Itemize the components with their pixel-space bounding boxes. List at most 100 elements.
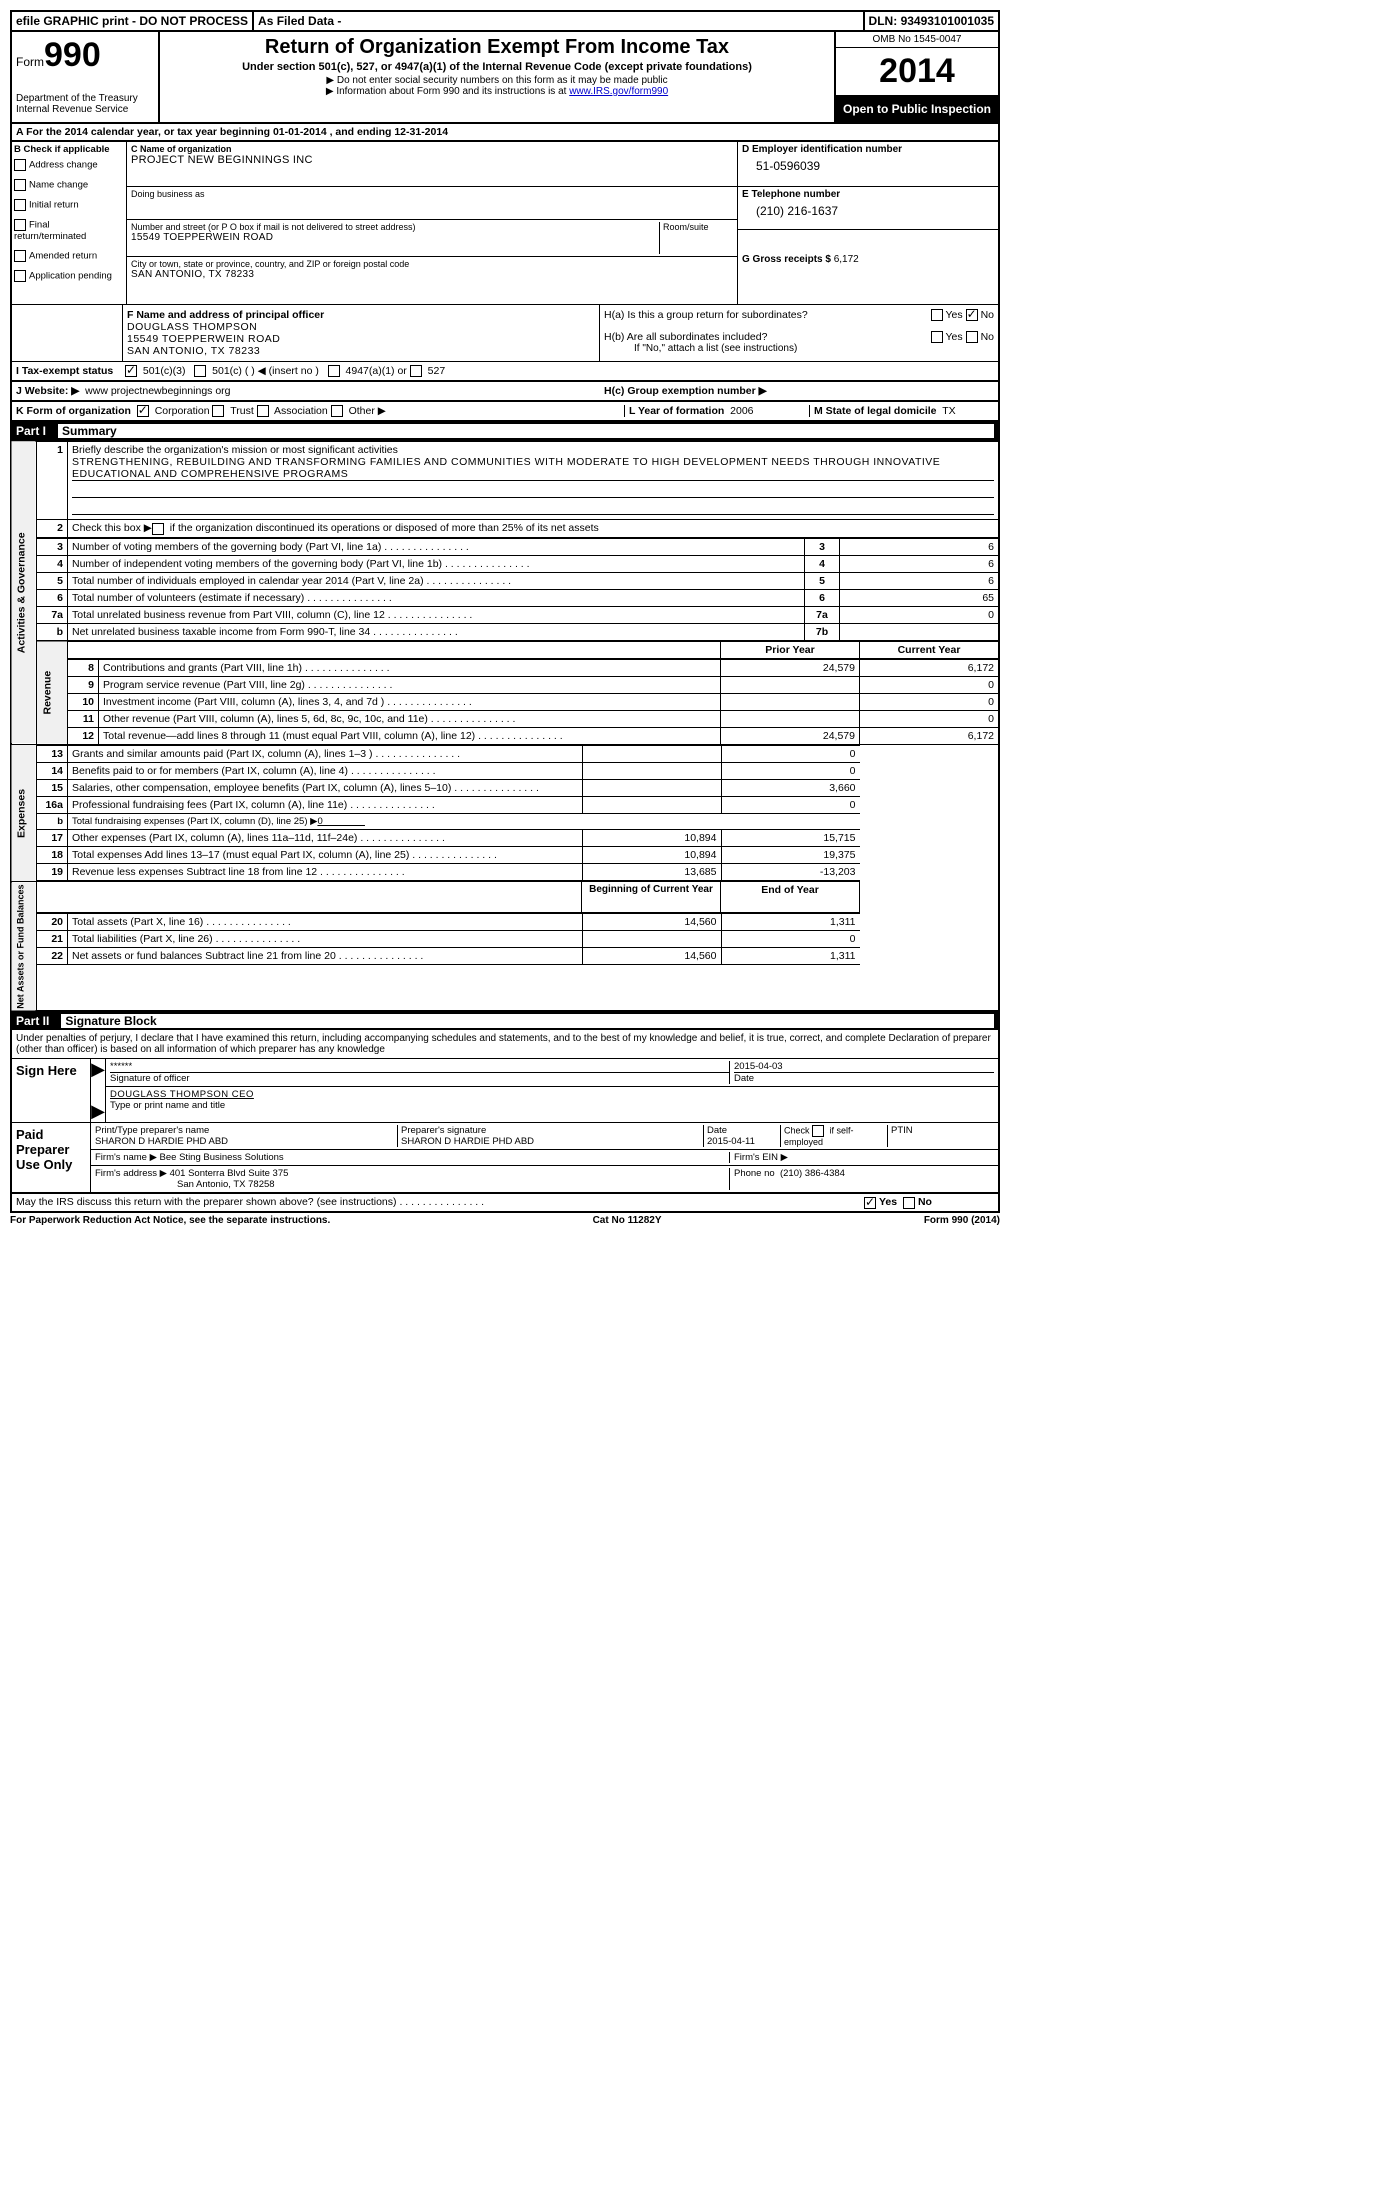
- line-text: Investment income (Part VIII, column (A)…: [99, 693, 721, 710]
- row-a-tax-year: A For the 2014 calendar year, or tax yea…: [10, 124, 1000, 142]
- officer-name: DOUGLASS THOMPSON: [127, 321, 595, 333]
- line-text: Other revenue (Part VIII, column (A), li…: [99, 710, 721, 727]
- section-netassets: Net Assets or Fund Balances: [11, 882, 37, 1012]
- line-num: 8: [68, 659, 99, 676]
- prep-sig-label: Preparer's signature: [401, 1125, 700, 1136]
- box-f: F Name and address of principal officer …: [123, 305, 599, 361]
- line-text: Total fundraising expenses (Part IX, col…: [68, 814, 860, 830]
- chk-assoc[interactable]: [257, 405, 269, 417]
- form-footer: Form 990 (2014): [924, 1215, 1000, 1226]
- chk-501c[interactable]: [194, 365, 206, 377]
- line-text: Salaries, other compensation, employee b…: [68, 780, 583, 797]
- prep-sig: SHARON D HARDIE PHD ABD: [401, 1136, 700, 1147]
- part2-header: Part II Signature Block: [10, 1012, 1000, 1030]
- chk-corp[interactable]: [137, 405, 149, 417]
- prior-value: 10,894: [582, 847, 721, 864]
- chk-4947[interactable]: [328, 365, 340, 377]
- perjury-statement: Under penalties of perjury, I declare th…: [10, 1030, 1000, 1059]
- line-num: 21: [37, 931, 68, 948]
- chk-ha-yes[interactable]: [931, 309, 943, 321]
- chk-discontinued[interactable]: [152, 523, 164, 535]
- ein-label: D Employer identification number: [742, 144, 902, 155]
- firm-phone: (210) 386-4384: [780, 1168, 845, 1179]
- prep-name-label: Print/Type preparer's name: [95, 1125, 394, 1136]
- paid-preparer-label: Paid Preparer Use Only: [12, 1123, 91, 1192]
- gross-receipts-value: 6,172: [834, 254, 859, 265]
- chk-app-pending[interactable]: [14, 270, 26, 282]
- form-title: Return of Organization Exempt From Incom…: [168, 36, 826, 59]
- sig-date-label: Date: [734, 1072, 994, 1084]
- prior-value: [721, 710, 860, 727]
- line-num: b: [37, 623, 68, 640]
- line-num: 6: [37, 589, 68, 606]
- irs-link[interactable]: www.IRS.gov/form990: [569, 86, 668, 97]
- l-label: L Year of formation: [629, 405, 724, 417]
- line-value: 6: [840, 572, 999, 589]
- line-text: Total number of volunteers (estimate if …: [68, 589, 805, 606]
- tax-year: 2014: [836, 48, 998, 96]
- line-num: 1: [37, 441, 68, 520]
- chk-name-change[interactable]: [14, 179, 26, 191]
- line-num: 7a: [37, 606, 68, 623]
- mission-text: STRENGTHENING, REBUILDING AND TRANSFORMI…: [72, 456, 994, 481]
- officer-addr1: 15549 TOEPPERWEIN ROAD: [127, 333, 595, 345]
- gross-receipts-label: G Gross receipts $: [742, 254, 831, 265]
- chk-discuss-yes[interactable]: [864, 1197, 876, 1209]
- part2-label: Part II: [16, 1014, 61, 1028]
- line-text: Other expenses (Part IX, column (A), lin…: [68, 830, 583, 847]
- f-h-row: F Name and address of principal officer …: [10, 305, 1000, 362]
- current-value: 0: [721, 931, 860, 948]
- efile-notice: efile GRAPHIC print - DO NOT PROCESS: [12, 12, 254, 30]
- hb-note: If "No," attach a list (see instructions…: [604, 343, 994, 354]
- current-value: 19,375: [721, 847, 860, 864]
- line-value: 6: [840, 555, 999, 572]
- prior-value: [721, 676, 860, 693]
- phone-value: (210) 216-1637: [742, 204, 994, 218]
- chk-527[interactable]: [410, 365, 422, 377]
- line-key: 4: [805, 555, 840, 572]
- chk-other[interactable]: [331, 405, 343, 417]
- line-num: 18: [37, 847, 68, 864]
- form-label: Form: [16, 55, 44, 69]
- line-text: Total assets (Part X, line 16): [68, 914, 583, 931]
- prior-value: [582, 763, 721, 780]
- current-value: -13,203: [721, 864, 860, 881]
- chk-ha-no[interactable]: [966, 309, 978, 321]
- website-value: www projectnewbeginnings org: [85, 385, 230, 397]
- line-text: Professional fundraising fees (Part IX, …: [68, 797, 583, 814]
- prior-value: [721, 693, 860, 710]
- prior-value: 24,579: [721, 659, 860, 676]
- chk-self-employed[interactable]: [812, 1125, 824, 1137]
- irs-label: Internal Revenue Service: [16, 104, 154, 115]
- chk-address-change[interactable]: [14, 159, 26, 171]
- prep-date-label: Date: [707, 1125, 777, 1136]
- info-link-line: ▶ Information about Form 990 and its ins…: [168, 86, 826, 97]
- chk-discuss-no[interactable]: [903, 1197, 915, 1209]
- current-value: 6,172: [860, 659, 999, 676]
- check-b-title: B Check if applicable: [14, 144, 124, 155]
- current-value: 1,311: [721, 948, 860, 965]
- chk-hb-no[interactable]: [966, 331, 978, 343]
- chk-hb-yes[interactable]: [931, 331, 943, 343]
- current-year-header: Current Year: [860, 641, 1000, 658]
- form-subtitle: Under section 501(c), 527, or 4947(a)(1)…: [168, 61, 826, 73]
- room-label: Room/suite: [659, 222, 733, 254]
- chk-initial-return[interactable]: [14, 199, 26, 211]
- chk-final-return[interactable]: [14, 219, 26, 231]
- boy-header: Beginning of Current Year: [582, 882, 721, 913]
- line-text: Total liabilities (Part X, line 26): [68, 931, 583, 948]
- k-label: K Form of organization: [16, 405, 131, 417]
- chk-501c3[interactable]: [125, 365, 137, 377]
- line-key: 7b: [805, 623, 840, 640]
- line-text: Net unrelated business taxable income fr…: [68, 623, 805, 640]
- hb-label: H(b) Are all subordinates included?: [604, 331, 834, 343]
- org-info-grid: B Check if applicable Address change Nam…: [10, 142, 1000, 305]
- addr-label: Number and street (or P O box if mail is…: [131, 222, 659, 232]
- chk-amended[interactable]: [14, 250, 26, 262]
- line-num: 20: [37, 914, 68, 931]
- sig-date: 2015-04-03: [734, 1061, 994, 1072]
- line-num: 11: [68, 710, 99, 727]
- sig-name-label: Type or print name and title: [110, 1100, 994, 1111]
- chk-trust[interactable]: [212, 405, 224, 417]
- line-num: 5: [37, 572, 68, 589]
